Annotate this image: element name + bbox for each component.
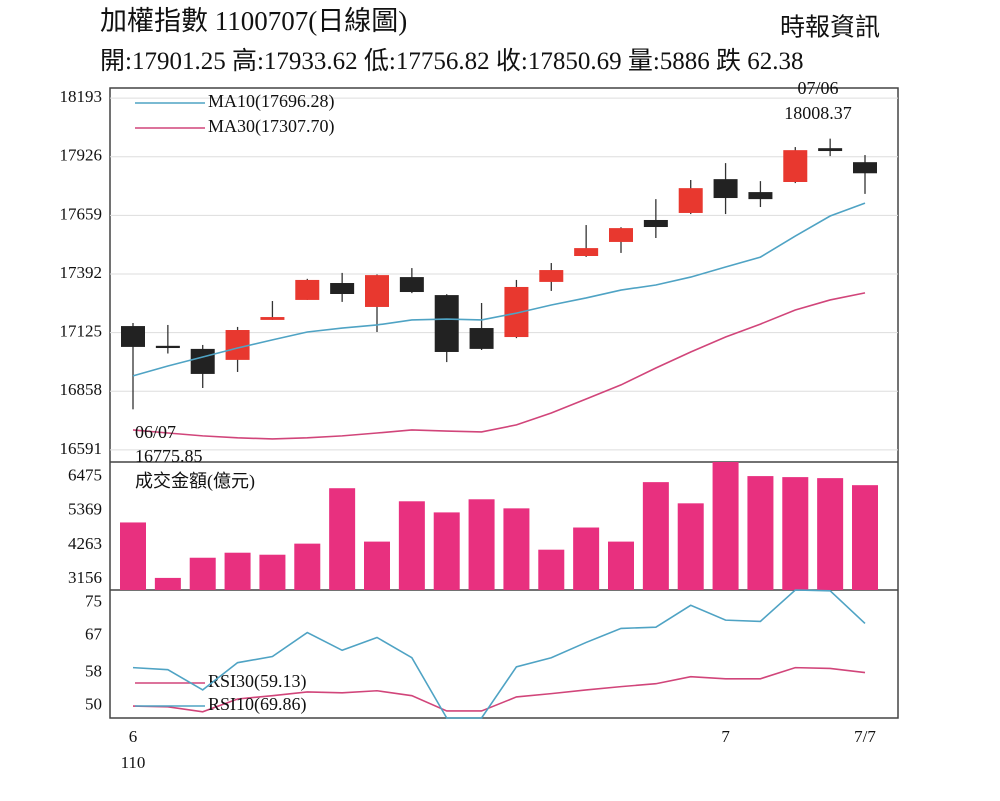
bar bbox=[433, 512, 460, 590]
low-value: 17756.82 bbox=[396, 48, 490, 75]
bar bbox=[747, 476, 774, 590]
ma-line bbox=[132, 292, 866, 440]
y-tick-label: 75 bbox=[85, 591, 102, 610]
bar bbox=[712, 462, 739, 590]
y-tick-label: 16858 bbox=[60, 380, 103, 399]
annotation: 18008.37 bbox=[784, 103, 852, 123]
x-year-label: 110 bbox=[121, 753, 146, 772]
bar bbox=[538, 549, 565, 590]
candle-body bbox=[539, 270, 564, 282]
annotation: 16775.85 bbox=[135, 446, 203, 466]
frame bbox=[109, 87, 899, 719]
candle-body bbox=[155, 345, 180, 349]
bar bbox=[398, 501, 425, 590]
ma-line bbox=[132, 202, 866, 377]
bar bbox=[608, 541, 634, 590]
y-tick-label: 17659 bbox=[60, 204, 103, 223]
candle-body bbox=[434, 295, 459, 352]
y-tick-label: 6475 bbox=[68, 466, 102, 485]
bar bbox=[189, 557, 216, 590]
candle-body bbox=[783, 150, 808, 182]
y-tick-label: 16591 bbox=[60, 439, 103, 458]
candle-body bbox=[190, 348, 215, 374]
y-tick-label: 67 bbox=[85, 624, 103, 643]
candle-body bbox=[643, 219, 668, 228]
y-tick-label: 17926 bbox=[60, 146, 103, 165]
close-value: 17850.69 bbox=[528, 48, 622, 75]
annotation: 07/06 bbox=[797, 78, 838, 98]
open-value: 17901.25 bbox=[132, 48, 226, 75]
bar bbox=[852, 485, 878, 590]
y-tick-label: 4263 bbox=[68, 534, 102, 553]
candle-body bbox=[365, 275, 389, 307]
x-tick-label: 6 bbox=[129, 727, 138, 746]
y-tick-label: 3156 bbox=[68, 568, 102, 587]
panel-title: 成交金額(億元) bbox=[135, 471, 255, 492]
volume-value: 5886 bbox=[660, 48, 710, 75]
candle-body bbox=[574, 248, 599, 257]
rsi-line bbox=[132, 666, 866, 713]
summary-line: 開:17901.25 高:17933.62 低:17756.82 收:17850… bbox=[100, 47, 804, 75]
candle-body bbox=[330, 283, 355, 294]
bar bbox=[364, 541, 390, 590]
bar bbox=[782, 477, 809, 590]
candle-body bbox=[225, 330, 250, 360]
y-tick-label: 58 bbox=[85, 661, 102, 680]
candle-body bbox=[469, 328, 494, 349]
y-tick-label: 5369 bbox=[68, 500, 102, 519]
label: 收: bbox=[496, 47, 528, 75]
chart-title: 加權指數 1100707(日線圖) bbox=[100, 6, 407, 36]
bar bbox=[642, 482, 669, 590]
bar bbox=[817, 478, 844, 590]
x-tick-label: 7 bbox=[721, 727, 730, 746]
label: 開: bbox=[100, 48, 132, 75]
y-tick-label: 18193 bbox=[60, 87, 103, 106]
bar bbox=[224, 552, 251, 590]
candle-body bbox=[121, 326, 145, 347]
bar bbox=[294, 543, 321, 590]
legend-label: MA30(17307.70) bbox=[208, 116, 335, 137]
legend-label: RSI10(69.86) bbox=[208, 694, 307, 715]
rsi-line bbox=[132, 589, 866, 719]
candle-body bbox=[853, 162, 877, 174]
candle-body bbox=[295, 279, 320, 300]
bar bbox=[503, 508, 530, 590]
candle-body bbox=[399, 277, 424, 293]
candle-body bbox=[748, 192, 773, 200]
label: 高: bbox=[232, 47, 264, 75]
bar bbox=[468, 499, 495, 590]
label: 低: bbox=[364, 47, 396, 75]
bar bbox=[120, 522, 146, 590]
label: 量: bbox=[628, 48, 660, 75]
label: 跌 bbox=[716, 47, 741, 75]
source: 時報資訊 bbox=[780, 14, 880, 42]
y-tick-label: 17125 bbox=[60, 322, 103, 341]
high-value: 17933.62 bbox=[264, 48, 358, 75]
bar bbox=[154, 577, 181, 590]
candle-body bbox=[504, 286, 529, 338]
change-value: 62.38 bbox=[747, 48, 803, 75]
legend-label: MA10(17696.28) bbox=[208, 91, 335, 112]
candle-body bbox=[713, 179, 738, 199]
candle-body bbox=[678, 188, 703, 213]
bar bbox=[677, 503, 704, 590]
annotation: 06/07 bbox=[135, 422, 176, 442]
candle-body bbox=[260, 317, 285, 320]
legend-label: RSI30(59.13) bbox=[208, 671, 307, 692]
y-tick-label: 17392 bbox=[60, 263, 103, 282]
bar bbox=[329, 488, 356, 590]
y-tick-label: 50 bbox=[85, 695, 102, 714]
candle-body bbox=[609, 228, 633, 242]
bar bbox=[259, 554, 286, 590]
x-tick-label: 7/7 bbox=[854, 727, 876, 746]
candle-body bbox=[818, 148, 843, 152]
bar bbox=[573, 527, 600, 590]
